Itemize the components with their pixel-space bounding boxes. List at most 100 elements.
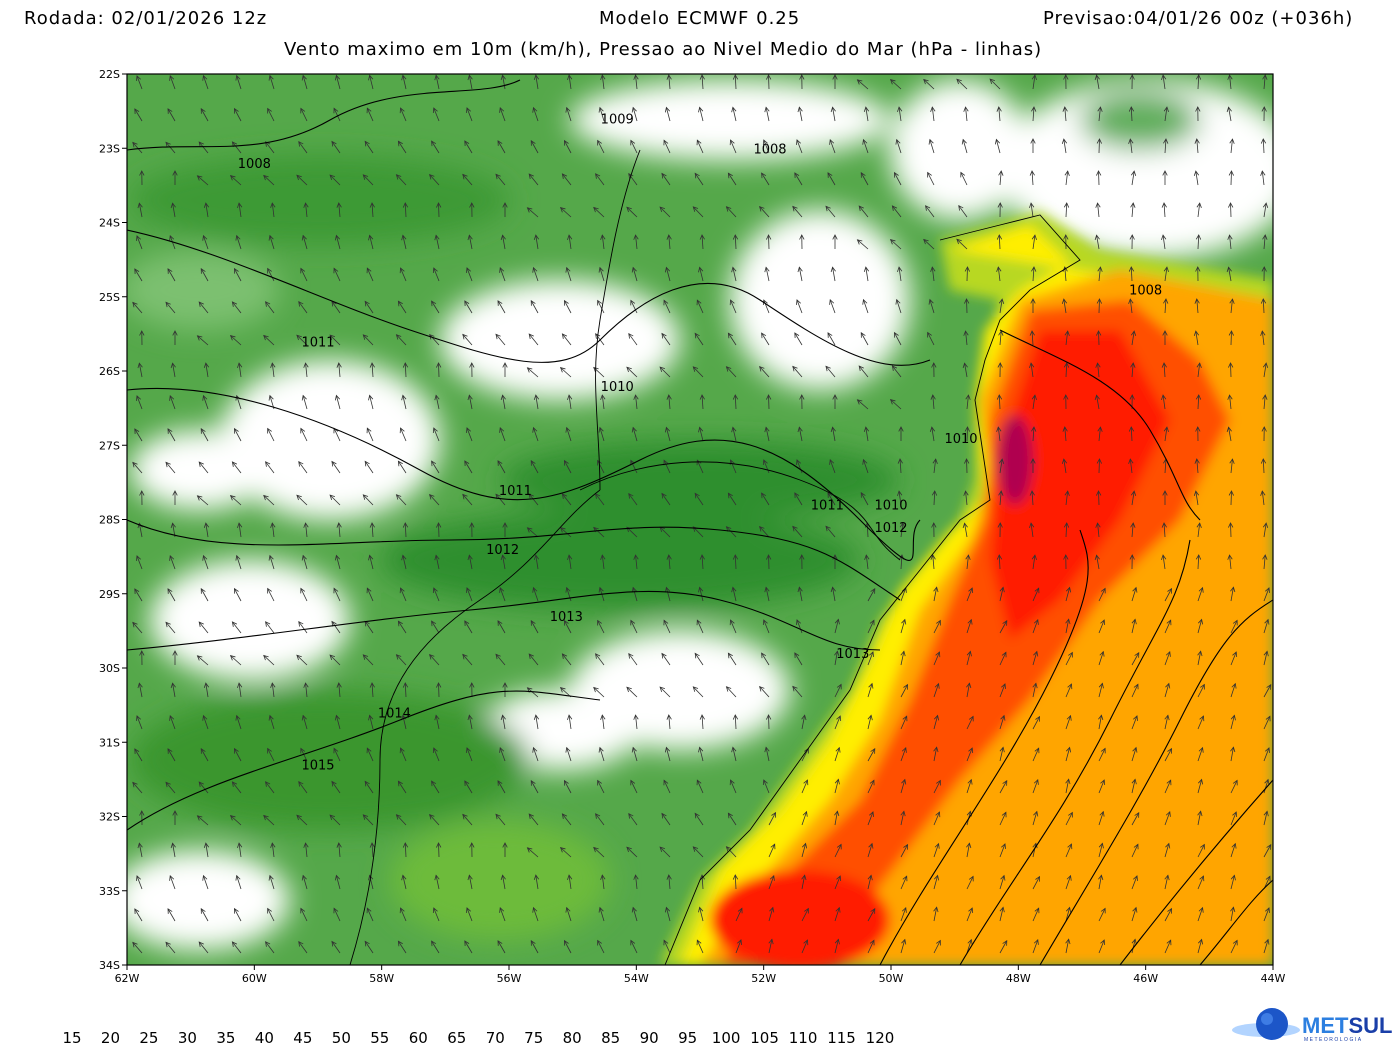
wind-arrow xyxy=(362,334,374,346)
wind-arrow xyxy=(263,174,275,186)
wind-arrow xyxy=(270,522,276,538)
wind-arrow xyxy=(1030,458,1036,473)
wind-arrow xyxy=(727,812,737,826)
wind-arrow xyxy=(762,139,770,154)
wind-arrow xyxy=(231,621,242,634)
wind-arrow xyxy=(999,619,1008,634)
wind-arrow xyxy=(626,686,638,698)
wind-arrow xyxy=(1063,362,1070,378)
wind-arrow xyxy=(462,493,473,506)
isobar-label: 1010 xyxy=(601,380,634,395)
wind-arrow xyxy=(1095,362,1101,378)
wind-arrow xyxy=(1096,298,1102,314)
wind-arrow xyxy=(464,780,473,794)
wind-arrow xyxy=(296,334,308,346)
wind-arrow xyxy=(933,906,939,922)
wind-arrow xyxy=(502,202,508,217)
wind-arrow xyxy=(334,234,341,250)
wind-arrow xyxy=(725,206,737,218)
wind-arrow xyxy=(762,779,770,794)
wind-arrow xyxy=(469,682,475,698)
wind-arrow xyxy=(263,654,275,666)
wind-arrow xyxy=(858,205,869,218)
wind-arrow xyxy=(900,683,908,698)
wind-arrow xyxy=(334,74,341,90)
wind-arrow xyxy=(1164,619,1172,634)
wind-arrow xyxy=(766,234,772,250)
wind-arrow xyxy=(631,106,638,122)
wind-arrow xyxy=(764,106,770,122)
wind-arrow xyxy=(600,714,606,730)
wind-arrow xyxy=(696,939,704,954)
wind-arrow xyxy=(300,107,308,122)
wind-arrow xyxy=(196,655,209,666)
wind-arrow xyxy=(694,332,704,346)
wind-arrow xyxy=(530,459,539,474)
wind-arrow xyxy=(696,139,704,154)
wind-arrow xyxy=(336,842,342,858)
wind-arrow xyxy=(830,586,836,602)
wind-arrow xyxy=(402,522,409,538)
wind-arrow xyxy=(399,427,407,442)
wind-arrow xyxy=(469,362,475,378)
lon-label: 56W xyxy=(497,972,522,985)
wind-arrow xyxy=(1098,682,1104,698)
wind-arrow xyxy=(732,394,739,410)
wind-arrow xyxy=(1128,458,1134,474)
colorbar-label: 95 xyxy=(678,1029,698,1047)
wind-arrow xyxy=(1065,874,1072,890)
wind-arrow xyxy=(598,746,605,762)
wind-arrow xyxy=(1197,746,1204,762)
wind-arrow xyxy=(1131,938,1137,954)
wind-arrow xyxy=(1029,170,1035,186)
wind-arrow xyxy=(630,619,638,634)
axis-ticks: 22S23S24S25S26S27S28S29S30S31S32S33S34S6… xyxy=(99,68,1286,985)
wind-arrow xyxy=(167,268,176,282)
wind-arrow xyxy=(528,813,539,826)
wind-arrow xyxy=(998,298,1005,314)
wind-arrow xyxy=(694,172,704,186)
wind-arrow xyxy=(464,620,473,634)
lon-label: 46W xyxy=(1133,972,1158,985)
wind-arrow xyxy=(296,814,308,826)
wind-arrow xyxy=(593,206,605,218)
wind-arrow xyxy=(169,875,176,890)
wind-arrow xyxy=(270,682,276,698)
lon-label: 50W xyxy=(879,972,904,985)
wind-arrow xyxy=(663,459,671,474)
wind-arrow xyxy=(235,554,242,570)
wind-arrow xyxy=(265,461,275,474)
wind-arrow xyxy=(132,141,143,154)
wind-arrow xyxy=(966,778,973,794)
wind-arrow xyxy=(999,811,1007,826)
wind-arrow xyxy=(897,266,903,282)
lon-label: 62W xyxy=(115,972,140,985)
wind-arrow xyxy=(863,426,870,442)
wind-arrow xyxy=(698,746,704,762)
wind-arrow xyxy=(930,106,936,122)
wind-arrow xyxy=(628,492,638,506)
wind-arrow xyxy=(692,846,704,858)
wind-arrow xyxy=(1130,170,1137,186)
wind-arrow xyxy=(834,875,842,890)
wind-arrow xyxy=(962,362,968,378)
wind-arrow xyxy=(132,301,143,314)
wind-arrow xyxy=(900,810,906,826)
wind-arrow xyxy=(661,332,671,346)
wind-arrow xyxy=(368,234,374,250)
wind-arrow xyxy=(432,747,440,762)
wind-arrow xyxy=(1195,394,1202,410)
wind-arrow xyxy=(1094,394,1100,410)
wind-arrow xyxy=(1094,554,1100,570)
wind-arrow xyxy=(965,554,971,570)
wind-arrow xyxy=(727,332,737,346)
lat-label: 34S xyxy=(99,959,120,972)
wind-arrow xyxy=(401,554,407,570)
wind-arrow xyxy=(167,908,176,922)
wind-arrow xyxy=(500,234,506,250)
wind-arrow xyxy=(500,714,506,730)
wind-arrow xyxy=(827,492,836,506)
wind-arrow xyxy=(263,334,275,346)
wind-arrow xyxy=(933,842,940,858)
lat-label: 29S xyxy=(99,588,120,601)
